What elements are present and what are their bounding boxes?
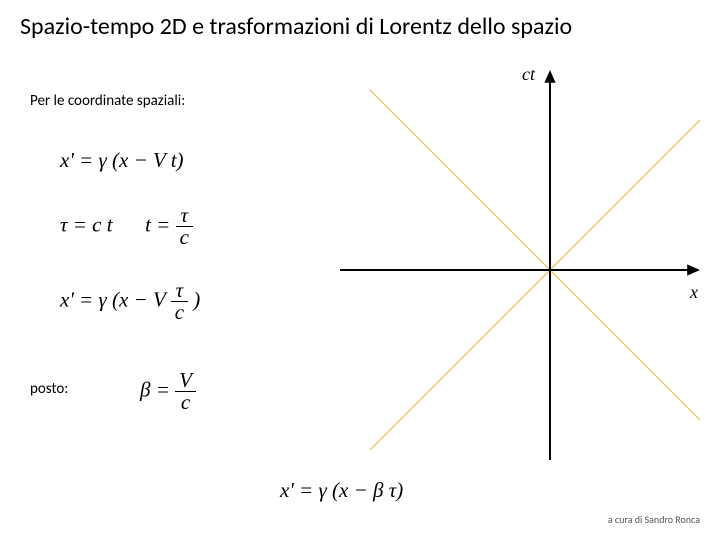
equation-1: x' = γ (x − V t)	[60, 150, 184, 171]
beta-num: V	[175, 370, 196, 391]
footer-credit: a cura di Sandro Ronca	[608, 513, 700, 526]
equation-2: τ = c t t = τ c	[60, 205, 193, 248]
x-axis-label: x	[690, 282, 698, 303]
eq1-text: x' = γ (x − V t)	[60, 148, 184, 172]
beta-fraction: V c	[175, 370, 196, 413]
eq3-den: c	[171, 301, 188, 323]
subtitle-text: Per le coordinate spaziali:	[30, 92, 185, 110]
eq2b-lhs: t =	[145, 212, 170, 236]
spacetime-diagram	[340, 70, 700, 460]
equation-beta: β = V c	[140, 370, 196, 413]
eq2b-fraction: τ c	[176, 205, 193, 248]
eq3-post: )	[193, 287, 200, 311]
eq2b-den: c	[176, 226, 193, 248]
equation-3: x' = γ (x − V τ c )	[60, 280, 200, 323]
eq2a-text: τ = c t	[60, 212, 113, 236]
eq2b-num: τ	[176, 205, 193, 226]
beta-lhs: β =	[140, 377, 170, 401]
page-title: Spazio-tempo 2D e trasformazioni di Lore…	[20, 12, 700, 41]
eq-final-text: x' = γ (x − β τ)	[280, 478, 403, 502]
posto-label: posto:	[30, 380, 68, 398]
equation-final: x' = γ (x − β τ)	[280, 480, 403, 501]
eq3-num: τ	[171, 280, 188, 301]
slide: Spazio-tempo 2D e trasformazioni di Lore…	[0, 0, 720, 540]
eq3-fraction: τ c	[171, 280, 188, 323]
y-axis-label: ct	[522, 64, 535, 85]
eq3-pre: x' = γ (x − V	[60, 287, 165, 311]
beta-den: c	[175, 391, 196, 413]
